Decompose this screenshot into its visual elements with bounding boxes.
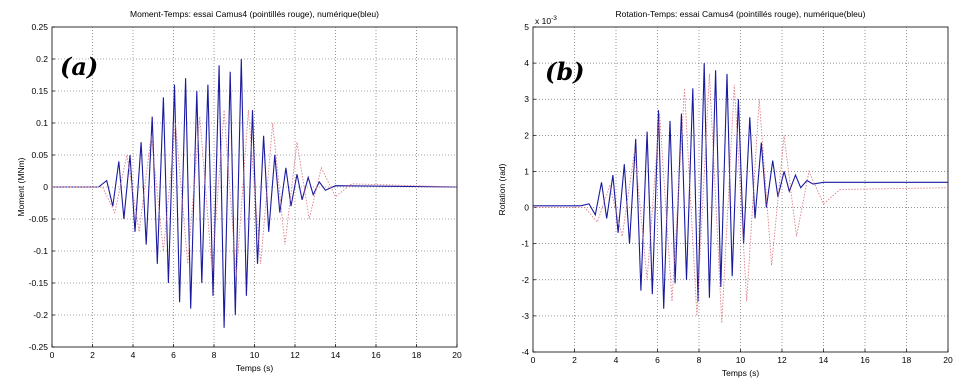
y-tick-label: 2 xyxy=(524,130,529,140)
x-tick-label: 2 xyxy=(572,355,577,365)
y-tick-label: 0.1 xyxy=(36,118,48,128)
x-axis-label: Temps (s) xyxy=(236,363,273,373)
y-axis-label: Rotation (rad) xyxy=(497,163,507,215)
y-tick-label: -0.15 xyxy=(29,278,49,288)
y-tick-label: 0 xyxy=(524,203,529,213)
y-tick-label: -0.1 xyxy=(33,246,48,256)
y-tick-label: 0.25 xyxy=(31,22,48,32)
x-tick-label: 0 xyxy=(531,355,536,365)
x-tick-label: 8 xyxy=(212,350,217,360)
chart-title: Rotation-Temps: essai Camus4 (pointillés… xyxy=(616,9,866,19)
x-axis-label: Temps (s) xyxy=(722,368,759,378)
chart-panel-1: 0 2 4 6 8 10 12 14 16 18 20 -0.25 -0.2 -0.15 -0.1 -0.05… xyxy=(16,9,462,373)
y-tick-label: -2 xyxy=(521,275,529,285)
chart-title: Moment-Temps: essai Camus4 (pointillés r… xyxy=(130,9,379,19)
x-tick-label: 6 xyxy=(655,355,660,365)
x-tick-label: 0 xyxy=(50,350,55,360)
y-multiplier: x 10-3 xyxy=(535,15,557,26)
y-tick-label: -1 xyxy=(521,239,529,249)
x-tick-label: 16 xyxy=(860,355,870,365)
x-tick-label: 14 xyxy=(819,355,829,365)
x-tick-label: 8 xyxy=(697,355,702,365)
y-tick-label: -0.25 xyxy=(29,342,49,352)
y-tick-label: -4 xyxy=(521,347,529,357)
panel-label: (a) xyxy=(60,52,98,81)
chart-panel-2: 0 2 4 6 8 10 12 14 16 18 20-4-3-2-1012345Rotation-… xyxy=(497,9,953,378)
x-tick-label: 16 xyxy=(371,350,381,360)
y-tick-label: 1 xyxy=(524,166,529,176)
x-tick-label: 12 xyxy=(290,350,300,360)
x-tick-label: 14 xyxy=(331,350,341,360)
x-tick-label: 10 xyxy=(250,350,260,360)
series-line-numeric xyxy=(52,58,458,328)
panel-label: (b) xyxy=(545,57,585,86)
y-tick-label: -0.05 xyxy=(29,214,49,224)
series-line-numeric xyxy=(533,63,948,309)
x-tick-label: 12 xyxy=(777,355,787,365)
y-tick-label: -3 xyxy=(521,311,529,321)
y-tick-label: 3 xyxy=(524,94,529,104)
series-line-test xyxy=(52,110,458,277)
y-tick-label: -0.2 xyxy=(33,310,48,320)
series-line-test xyxy=(533,73,949,324)
x-tick-label: 4 xyxy=(131,350,136,360)
y-axis-label: Moment (MNm) xyxy=(16,157,26,216)
y-tick-label: 0.15 xyxy=(31,86,48,96)
x-tick-label: 6 xyxy=(171,350,176,360)
y-tick-label: 0.05 xyxy=(31,150,48,160)
x-tick-label: 4 xyxy=(614,355,619,365)
y-tick-label: 0 xyxy=(43,182,48,192)
y-tick-label: 5 xyxy=(524,22,529,32)
y-tick-label: 0.2 xyxy=(36,54,48,64)
x-tick-label: 20 xyxy=(452,350,462,360)
x-tick-label: 20 xyxy=(943,355,953,365)
x-tick-label: 18 xyxy=(412,350,422,360)
y-multiplier-exponent: -3 xyxy=(551,15,557,22)
x-tick-label: 2 xyxy=(90,350,95,360)
y-tick-label: 4 xyxy=(524,58,529,68)
x-tick-label: 10 xyxy=(736,355,746,365)
x-tick-label: 18 xyxy=(902,355,912,365)
